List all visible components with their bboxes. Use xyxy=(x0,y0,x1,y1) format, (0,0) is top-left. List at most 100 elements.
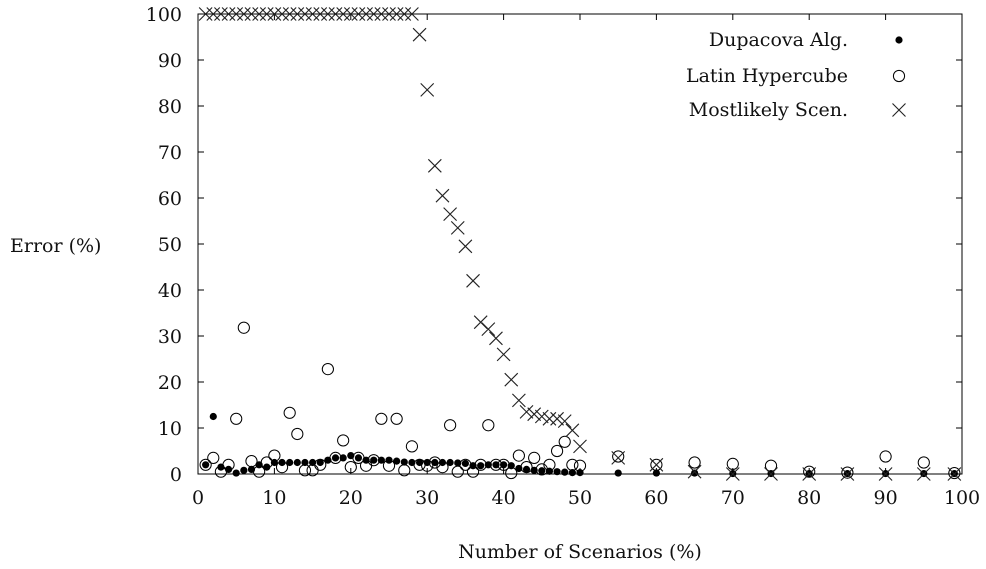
mostlikely-point xyxy=(221,7,236,21)
latin-hypercube-point xyxy=(352,451,365,464)
latin-hypercube-point xyxy=(428,456,441,469)
mostlikely-point xyxy=(725,467,740,481)
mostlikely-point xyxy=(550,411,564,426)
mostlikely-point xyxy=(687,464,702,479)
latin-hypercube-point xyxy=(535,463,548,476)
dupacova-point xyxy=(522,465,531,473)
mostlikely-point xyxy=(328,7,343,21)
mostlikely-point xyxy=(527,407,542,422)
latin-hypercube-point xyxy=(390,412,403,425)
mostlikely-point xyxy=(802,467,817,481)
mostlikely-point xyxy=(878,467,893,481)
latin-hypercube-point xyxy=(482,419,495,432)
mostlikely-point xyxy=(565,423,580,438)
y-tick-label: 20 xyxy=(158,372,182,394)
legend-label-latin-hypercube: Latin Hypercube xyxy=(686,65,848,87)
latin-hypercube-point xyxy=(421,459,434,472)
series-dupacova xyxy=(202,412,958,478)
dupacova-point xyxy=(301,458,309,467)
mostlikely-point xyxy=(611,451,626,465)
dupacova-point xyxy=(484,461,492,469)
series-latin-hypercube xyxy=(199,321,961,480)
latin-hypercube-point xyxy=(321,363,334,376)
dupacova-point xyxy=(354,454,363,462)
y-tick-label: 70 xyxy=(158,142,182,164)
dupacova-point xyxy=(477,462,485,470)
latin-hypercube-point xyxy=(505,466,518,480)
dupacova-point xyxy=(614,469,622,477)
x-tick-label: 40 xyxy=(492,487,516,509)
latin-hypercube-point xyxy=(550,444,564,458)
latin-hypercube-point xyxy=(337,434,350,447)
latin-hypercube-point xyxy=(459,458,472,471)
latin-hypercube-point xyxy=(917,456,930,469)
mostlikely-point xyxy=(214,7,228,21)
mostlikely-point xyxy=(420,83,435,97)
x-tick-label: 90 xyxy=(874,487,898,509)
latin-hypercube-point xyxy=(207,451,220,464)
latin-hypercube-point xyxy=(512,449,525,462)
latin-hypercube-point xyxy=(543,458,556,471)
mostlikely-point xyxy=(466,273,480,288)
mostlikely-point xyxy=(305,7,320,21)
latin-hypercube-point xyxy=(283,406,296,419)
dupacova-point xyxy=(576,469,584,477)
dupacova-point xyxy=(209,412,217,421)
latin-hypercube-point xyxy=(612,450,625,463)
y-tick-label: 0 xyxy=(170,464,182,486)
dupacova-point xyxy=(438,458,447,467)
latin-hypercube-point xyxy=(344,461,357,474)
latin-hypercube-point xyxy=(489,458,503,471)
latin-hypercube-point xyxy=(398,464,411,477)
latin-hypercube-point xyxy=(199,458,212,471)
mostlikely-point xyxy=(336,7,351,21)
dupacova-point xyxy=(691,469,699,477)
latin-hypercube-point xyxy=(474,458,487,471)
latin-hypercube-point xyxy=(688,456,701,469)
mostlikely-point xyxy=(412,27,427,42)
mostlikely-point xyxy=(764,467,778,481)
legend-label-mostlikely: Mostlikely Scen. xyxy=(689,99,848,121)
y-tick-label: 40 xyxy=(158,280,182,302)
mostlikely-point xyxy=(443,207,458,221)
latin-hypercube-point xyxy=(528,451,541,464)
dupacova-point xyxy=(263,463,271,471)
dupacova-point xyxy=(446,458,454,467)
dupacova-point xyxy=(232,469,240,477)
dupacova-point xyxy=(286,458,294,467)
dupacova-point xyxy=(492,461,500,469)
mostlikely-point xyxy=(313,7,328,21)
latin-hypercube-point xyxy=(367,454,380,467)
x-tick-label: 0 xyxy=(192,487,204,509)
dupacova-point xyxy=(202,461,210,469)
y-tick-label: 80 xyxy=(158,96,182,118)
mostlikely-point xyxy=(481,322,496,336)
latin-hypercube-point xyxy=(948,466,961,480)
latin-hypercube-point xyxy=(268,449,281,462)
mostlikely-point xyxy=(916,467,931,481)
latin-hypercube-point xyxy=(314,458,327,471)
x-tick-label: 20 xyxy=(339,487,363,509)
mostlikely-point xyxy=(534,409,549,424)
mostlikely-point xyxy=(840,467,855,481)
dupacova-point xyxy=(568,469,576,477)
latin-hypercube-point xyxy=(237,321,250,334)
latin-hypercube-point xyxy=(245,455,258,468)
dupacova-point xyxy=(331,454,340,462)
latin-hypercube-point xyxy=(466,465,480,478)
dupacova-point xyxy=(240,466,248,474)
dupacova-point xyxy=(553,468,561,476)
latin-hypercube-point xyxy=(879,450,892,463)
mostlikely-point xyxy=(504,372,519,387)
mostlikely-point xyxy=(519,405,534,419)
x-tick-label: 100 xyxy=(944,487,980,509)
x-tick-label: 80 xyxy=(797,487,821,509)
mostlikely-point xyxy=(244,7,259,21)
latin-hypercube-point xyxy=(214,465,228,478)
legend-label-dupacova: Dupacova Alg. xyxy=(709,29,848,51)
mostlikely-point xyxy=(389,7,404,21)
latin-hypercube-point xyxy=(275,461,289,474)
latin-hypercube-point xyxy=(253,465,266,478)
latin-hypercube-point xyxy=(329,451,342,464)
latin-hypercube-point xyxy=(413,458,426,471)
